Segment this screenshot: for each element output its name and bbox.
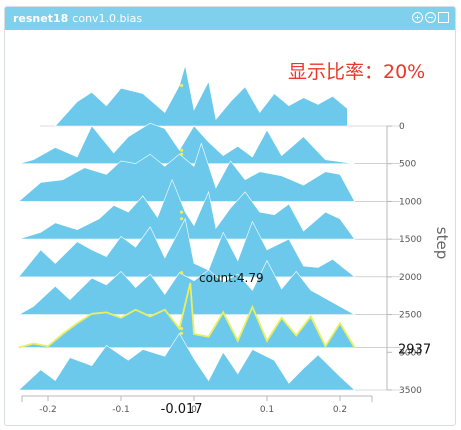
step-tick-label-1500: 1500	[399, 235, 422, 245]
hover-dot	[179, 217, 184, 221]
ridge-area	[17, 259, 356, 315]
chart-panel: resnet18 conv1.0.bias	[4, 6, 456, 426]
hover-dot	[179, 210, 184, 214]
x-tick-label: 0	[191, 405, 197, 415]
x-tick-label: 0.1	[260, 405, 274, 415]
hover-dot	[179, 327, 184, 331]
panel-header: resnet18 conv1.0.bias	[5, 7, 455, 30]
hover-dot	[179, 148, 184, 152]
hover-dot	[179, 83, 184, 88]
ridge-area	[18, 332, 356, 391]
display-ratio-label: 显示比率：20%	[288, 61, 426, 83]
x-tick-label: 0.2	[333, 405, 347, 415]
step-tick-label-2000: 2000	[399, 273, 422, 283]
hover-count-label: count:4.79	[199, 271, 264, 285]
ridge-area	[18, 122, 355, 164]
header-toolbar	[412, 12, 449, 23]
x-tick-label: -0.1	[112, 405, 130, 415]
step-tick-label-1000: 1000	[399, 197, 422, 207]
hover-x-value: -0.017	[161, 402, 203, 417]
ridge-area	[18, 217, 356, 278]
hover-dot	[179, 331, 184, 335]
hover-dot	[179, 152, 184, 156]
ridge-series-1000	[17, 142, 401, 202]
ridge-series-2937	[18, 282, 401, 349]
panel-title: resnet18 conv1.0.bias	[13, 11, 142, 26]
fullscreen-icon[interactable]	[438, 12, 449, 23]
step-tick-label-2500: 2500	[399, 311, 422, 321]
tensor-name: conv1.0.bias	[72, 12, 143, 25]
hover-dot	[179, 271, 184, 275]
zoom-in-icon[interactable]	[412, 12, 423, 23]
zoom-out-icon[interactable]	[425, 12, 436, 23]
ridge-series-3500	[18, 331, 401, 391]
step-tick-label-0: 0	[399, 122, 405, 132]
step-tick-label-500: 500	[399, 160, 416, 170]
model-name: resnet18	[13, 12, 69, 25]
hover-step-value: 2937	[398, 343, 431, 358]
x-tick-label: -0.2	[39, 405, 57, 415]
ridge-series-2000	[18, 217, 401, 278]
ridge-highlight-line	[18, 282, 356, 349]
ridge-series-500	[18, 122, 401, 165]
step-tick-label-3500: 3500	[399, 386, 422, 396]
ridge-area	[18, 178, 356, 240]
step-axis-label: step	[433, 227, 451, 259]
step-tick-label-3000: 3000	[399, 348, 422, 358]
ridge-area	[54, 65, 348, 127]
ridge-area	[17, 142, 356, 202]
ridge-series-0	[40, 65, 401, 127]
